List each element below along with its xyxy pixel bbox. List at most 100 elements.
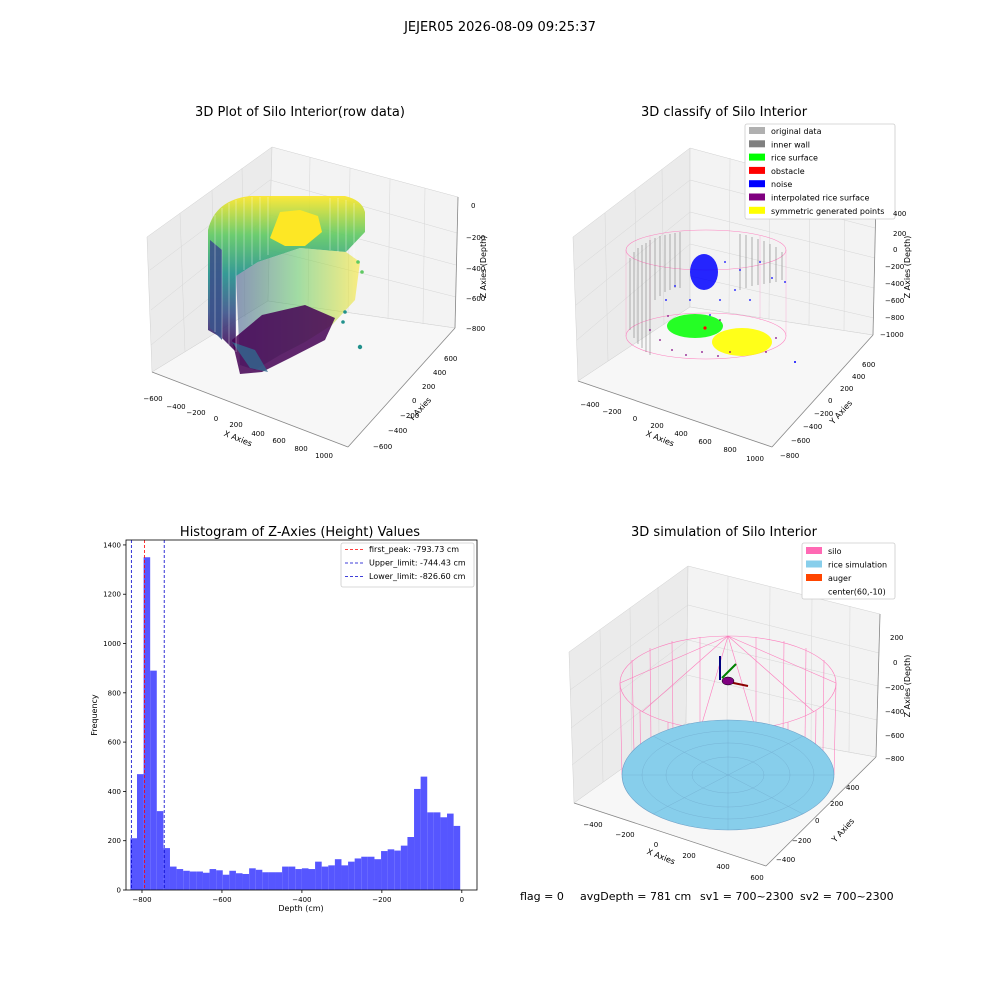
svg-text:0: 0 bbox=[893, 659, 897, 667]
histogram-bar bbox=[420, 776, 428, 890]
histogram-bar bbox=[394, 850, 401, 890]
legend-label: first_peak: -793.73 cm bbox=[369, 545, 459, 554]
svg-text:−200: −200 bbox=[792, 837, 811, 845]
svg-text:200: 200 bbox=[893, 230, 906, 238]
histogram-bars bbox=[130, 557, 461, 890]
svg-text:0: 0 bbox=[633, 415, 637, 423]
x-tick-labels: −400 −200 0 200 400 600 bbox=[583, 821, 763, 882]
raw-point-cloud bbox=[208, 196, 365, 374]
histogram-bar bbox=[222, 874, 230, 890]
x-axis-label: X Axies bbox=[223, 429, 254, 448]
svg-text:200: 200 bbox=[830, 800, 843, 808]
axis-frame bbox=[151, 196, 459, 448]
panel-title: 3D classify of Silo Interior bbox=[641, 105, 808, 120]
classified-point-cloud bbox=[625, 229, 796, 363]
svg-text:−400: −400 bbox=[885, 708, 904, 716]
svg-text:400: 400 bbox=[852, 373, 865, 381]
svg-text:200: 200 bbox=[682, 852, 695, 860]
legend-label: obstacle bbox=[771, 167, 805, 176]
legend-swatch bbox=[749, 127, 765, 134]
legend-label: silo bbox=[828, 547, 842, 556]
y-tick-labels: −800 −600 −400 −200 0 200 400 600 bbox=[780, 361, 875, 460]
svg-text:800: 800 bbox=[723, 446, 736, 454]
histogram-bar bbox=[341, 865, 349, 890]
legend-swatch bbox=[749, 193, 765, 201]
svg-text:1000: 1000 bbox=[315, 452, 333, 460]
legend-label: Upper_limit: -744.43 cm bbox=[369, 559, 466, 568]
svg-text:0: 0 bbox=[654, 841, 658, 849]
histogram-bar bbox=[447, 813, 454, 890]
legend-swatch bbox=[749, 180, 765, 188]
y-axis-label: Y Axies bbox=[829, 817, 856, 845]
svg-text:400: 400 bbox=[433, 369, 446, 377]
histogram-bar bbox=[229, 870, 236, 890]
histogram-bar bbox=[176, 869, 184, 890]
svg-text:−800: −800 bbox=[466, 325, 485, 333]
y-tick-label: 1200 bbox=[103, 591, 121, 599]
legend-label: noise bbox=[771, 180, 792, 189]
svg-text:200: 200 bbox=[422, 383, 435, 391]
histogram-bar bbox=[242, 873, 250, 890]
z-axis-label: Z Axies (Depth) bbox=[903, 236, 912, 299]
svg-text:1000: 1000 bbox=[746, 455, 764, 463]
histogram-bar bbox=[440, 817, 448, 890]
z-axis-label: Z Axies (Depth) bbox=[479, 236, 488, 299]
histogram-bar bbox=[387, 849, 395, 890]
svg-text:−600: −600 bbox=[373, 443, 392, 451]
legend-label: center(60,-10) bbox=[828, 588, 886, 597]
svg-text:0: 0 bbox=[828, 397, 832, 405]
svg-text:0: 0 bbox=[815, 817, 819, 825]
legend-swatch bbox=[806, 560, 822, 568]
svg-text:0: 0 bbox=[471, 202, 475, 210]
legend: original data inner wall rice surface obsta… bbox=[744, 123, 896, 220]
y-tick-label: 1000 bbox=[103, 640, 121, 648]
legend-label: auger bbox=[828, 574, 852, 583]
y-ticks: 0 200 400 600 800 1000 1200 1400 bbox=[103, 541, 126, 895]
panel-raw-3d: 3D Plot of Silo Interior(row data) bbox=[143, 105, 488, 460]
svg-text:−400: −400 bbox=[803, 423, 822, 431]
histogram-bar bbox=[156, 811, 164, 890]
svg-text:200: 200 bbox=[650, 422, 663, 430]
panel-title: Histogram of Z-Axies (Height) Values bbox=[180, 525, 420, 540]
svg-text:−400: −400 bbox=[388, 427, 407, 435]
svg-text:800: 800 bbox=[294, 445, 307, 453]
legend-label: interpolated rice surface bbox=[771, 194, 869, 203]
panel-histogram: Histogram of Z-Axies (Height) Values −80… bbox=[90, 525, 478, 913]
x-axis-label: Depth (cm) bbox=[278, 904, 323, 913]
histogram-bar bbox=[143, 557, 151, 890]
svg-text:600: 600 bbox=[698, 438, 711, 446]
histogram-bar bbox=[374, 859, 382, 890]
avg-depth-text: avgDepth = 781 cm bbox=[580, 890, 691, 903]
histogram-bar bbox=[414, 788, 421, 890]
y-tick-label: 0 bbox=[117, 887, 121, 895]
axis-frame bbox=[577, 197, 877, 448]
svg-text:0: 0 bbox=[214, 415, 218, 423]
svg-text:400: 400 bbox=[893, 210, 906, 218]
svg-text:400: 400 bbox=[716, 863, 729, 871]
z-axis-label: Z Axies (Depth) bbox=[903, 655, 912, 718]
y-tick-labels: −600 −400 −200 0 200 400 600 bbox=[373, 355, 457, 451]
svg-text:−200: −200 bbox=[602, 408, 621, 416]
histogram-bar bbox=[169, 866, 177, 890]
y-tick-labels: −400 −200 0 200 400 bbox=[776, 784, 859, 864]
flag-text: flag = 0 bbox=[520, 890, 564, 903]
svg-text:0: 0 bbox=[893, 246, 897, 254]
x-tick-label: 0 bbox=[460, 896, 464, 904]
y-tick-label: 200 bbox=[108, 837, 121, 845]
histogram-bar bbox=[407, 837, 415, 890]
panel-classify-3d: 3D classify of Silo Interior bbox=[572, 105, 912, 463]
legend-swatch bbox=[749, 140, 765, 148]
svg-text:−600: −600 bbox=[885, 732, 904, 740]
histogram-bar bbox=[354, 858, 362, 890]
histogram-bar bbox=[361, 856, 368, 890]
histogram-bar bbox=[328, 865, 335, 890]
z-tick-labels: 200 0 −200 −400 −600 −800 bbox=[885, 634, 904, 763]
svg-text:−200: −200 bbox=[186, 409, 205, 417]
legend: first_peak: -793.73 cm Upper_limit: -744.… bbox=[340, 542, 475, 588]
histogram-bar bbox=[202, 872, 210, 890]
reference-lines bbox=[130, 540, 165, 890]
sv1-text: sv1 = 700~2300 bbox=[700, 890, 794, 903]
svg-text:−200: −200 bbox=[885, 684, 904, 692]
legend-label: Lower_limit: -826.60 cm bbox=[369, 572, 466, 581]
